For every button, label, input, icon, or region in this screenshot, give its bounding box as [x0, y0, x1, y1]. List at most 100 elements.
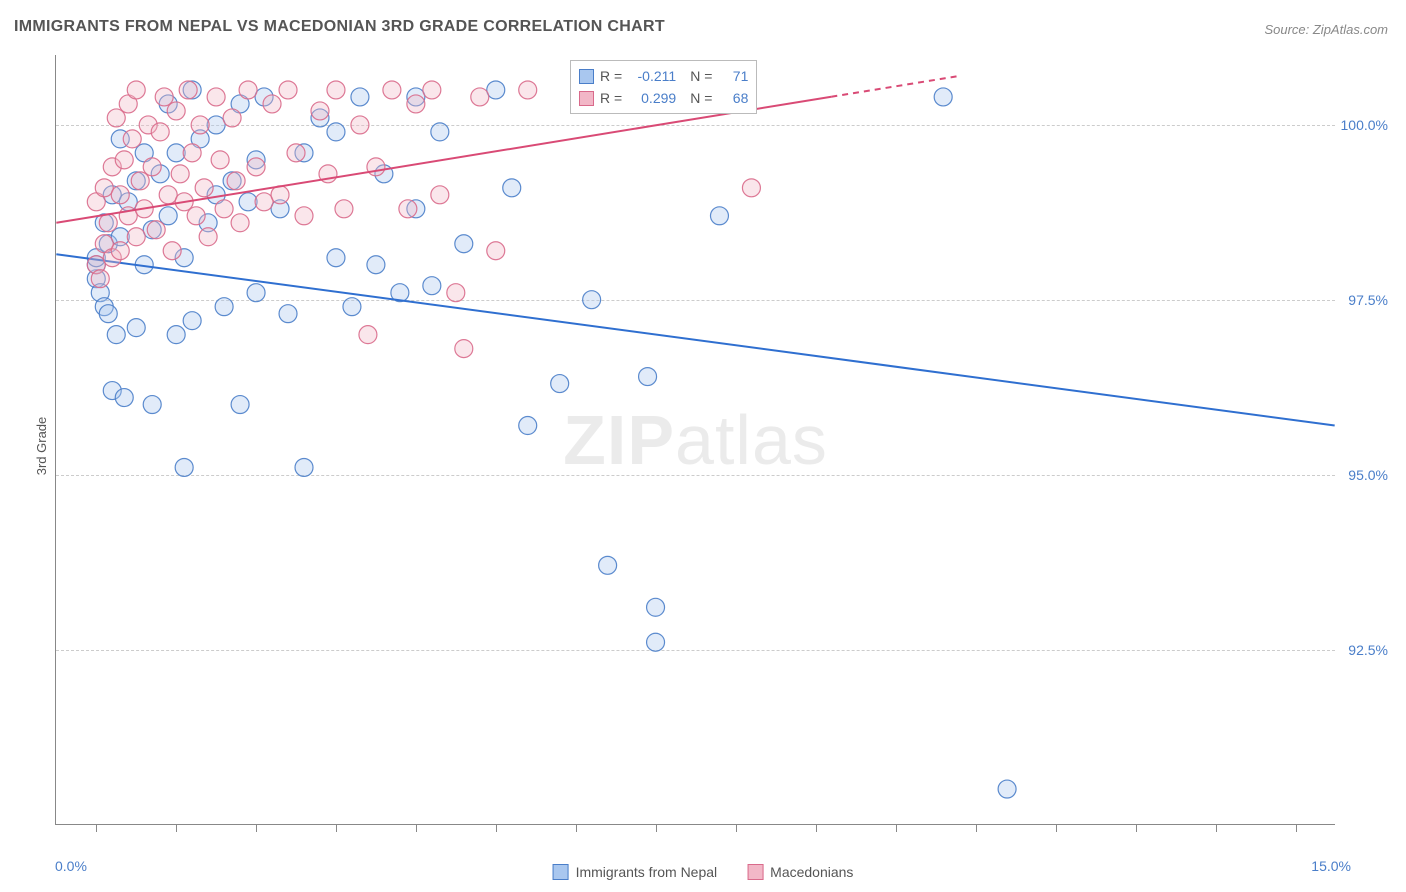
- scatter-point: [127, 81, 145, 99]
- scatter-point: [351, 116, 369, 134]
- stats-r-label: R =: [600, 87, 622, 109]
- scatter-point: [359, 326, 377, 344]
- scatter-point: [239, 81, 257, 99]
- x-tick: [1216, 824, 1217, 832]
- scatter-point: [231, 214, 249, 232]
- scatter-point: [471, 88, 489, 106]
- legend-swatch: [553, 864, 569, 880]
- scatter-point: [107, 326, 125, 344]
- scatter-point: [127, 319, 145, 337]
- scatter-point: [934, 88, 952, 106]
- scatter-point: [487, 242, 505, 260]
- scatter-point: [247, 158, 265, 176]
- x-tick: [256, 824, 257, 832]
- scatter-point: [383, 81, 401, 99]
- x-tick: [576, 824, 577, 832]
- scatter-point: [183, 144, 201, 162]
- scatter-point: [639, 368, 657, 386]
- scatter-point: [195, 179, 213, 197]
- scatter-point: [551, 375, 569, 393]
- x-tick: [656, 824, 657, 832]
- x-tick: [1056, 824, 1057, 832]
- scatter-point: [179, 81, 197, 99]
- scatter-point: [311, 102, 329, 120]
- scatter-point: [207, 116, 225, 134]
- chart-container: IMMIGRANTS FROM NEPAL VS MACEDONIAN 3RD …: [0, 0, 1406, 892]
- x-tick: [1296, 824, 1297, 832]
- scatter-point: [167, 144, 185, 162]
- scatter-point: [227, 172, 245, 190]
- scatter-point: [207, 88, 225, 106]
- x-tick: [816, 824, 817, 832]
- plot-area: ZIPatlas: [55, 55, 1335, 825]
- scatter-point: [147, 221, 165, 239]
- scatter-point: [367, 158, 385, 176]
- scatter-point: [583, 291, 601, 309]
- scatter-point: [167, 326, 185, 344]
- stats-n-value: 68: [718, 87, 748, 109]
- legend-swatch: [579, 69, 594, 84]
- x-tick: [416, 824, 417, 832]
- scatter-point: [295, 458, 313, 476]
- y-tick-label: 95.0%: [1348, 467, 1388, 483]
- y-tick-label: 92.5%: [1348, 642, 1388, 658]
- scatter-point: [423, 81, 441, 99]
- scatter-point: [367, 256, 385, 274]
- x-tick: [736, 824, 737, 832]
- scatter-point: [487, 81, 505, 99]
- scatter-point: [239, 193, 257, 211]
- scatter-point: [211, 151, 229, 169]
- scatter-point: [143, 396, 161, 414]
- scatter-point: [431, 123, 449, 141]
- scatter-point: [199, 228, 217, 246]
- scatter-point: [263, 95, 281, 113]
- scatter-point: [115, 389, 133, 407]
- stats-r-label: R =: [600, 65, 622, 87]
- scatter-point: [447, 284, 465, 302]
- y-tick-label: 97.5%: [1348, 292, 1388, 308]
- scatter-point: [111, 186, 129, 204]
- scatter-point: [159, 186, 177, 204]
- scatter-point: [351, 88, 369, 106]
- scatter-point: [115, 151, 133, 169]
- bottom-legend: Immigrants from NepalMacedonians: [553, 864, 854, 880]
- scatter-point: [423, 277, 441, 295]
- scatter-point: [163, 242, 181, 260]
- scatter-point: [191, 116, 209, 134]
- chart-title: IMMIGRANTS FROM NEPAL VS MACEDONIAN 3RD …: [14, 18, 665, 36]
- stats-box: R =-0.211N =71R =0.299N =68: [570, 60, 757, 114]
- scatter-point: [647, 633, 665, 651]
- legend-swatch: [747, 864, 763, 880]
- scatter-point: [998, 780, 1016, 798]
- scatter-point: [231, 396, 249, 414]
- scatter-point: [95, 179, 113, 197]
- legend-label: Immigrants from Nepal: [576, 864, 718, 880]
- scatter-point: [247, 284, 265, 302]
- scatter-point: [431, 186, 449, 204]
- stats-n-label: N =: [690, 65, 712, 87]
- stats-n-label: N =: [690, 87, 712, 109]
- stats-r-value: -0.211: [628, 65, 676, 87]
- scatter-point: [99, 214, 117, 232]
- stats-row: R =-0.211N =71: [579, 65, 748, 87]
- scatter-point: [223, 109, 241, 127]
- scatter-point: [287, 144, 305, 162]
- scatter-point: [187, 207, 205, 225]
- scatter-point: [455, 340, 473, 358]
- scatter-point: [215, 200, 233, 218]
- scatter-point: [503, 179, 521, 197]
- stats-r-value: 0.299: [628, 87, 676, 109]
- x-tick: [496, 824, 497, 832]
- x-tick: [336, 824, 337, 832]
- scatter-point: [647, 598, 665, 616]
- x-tick: [896, 824, 897, 832]
- scatter-point: [710, 207, 728, 225]
- scatter-point: [279, 305, 297, 323]
- scatter-point: [151, 123, 169, 141]
- x-tick: [176, 824, 177, 832]
- scatter-point: [742, 179, 760, 197]
- scatter-point: [99, 305, 117, 323]
- scatter-point: [519, 81, 537, 99]
- scatter-point: [143, 158, 161, 176]
- scatter-point: [91, 270, 109, 288]
